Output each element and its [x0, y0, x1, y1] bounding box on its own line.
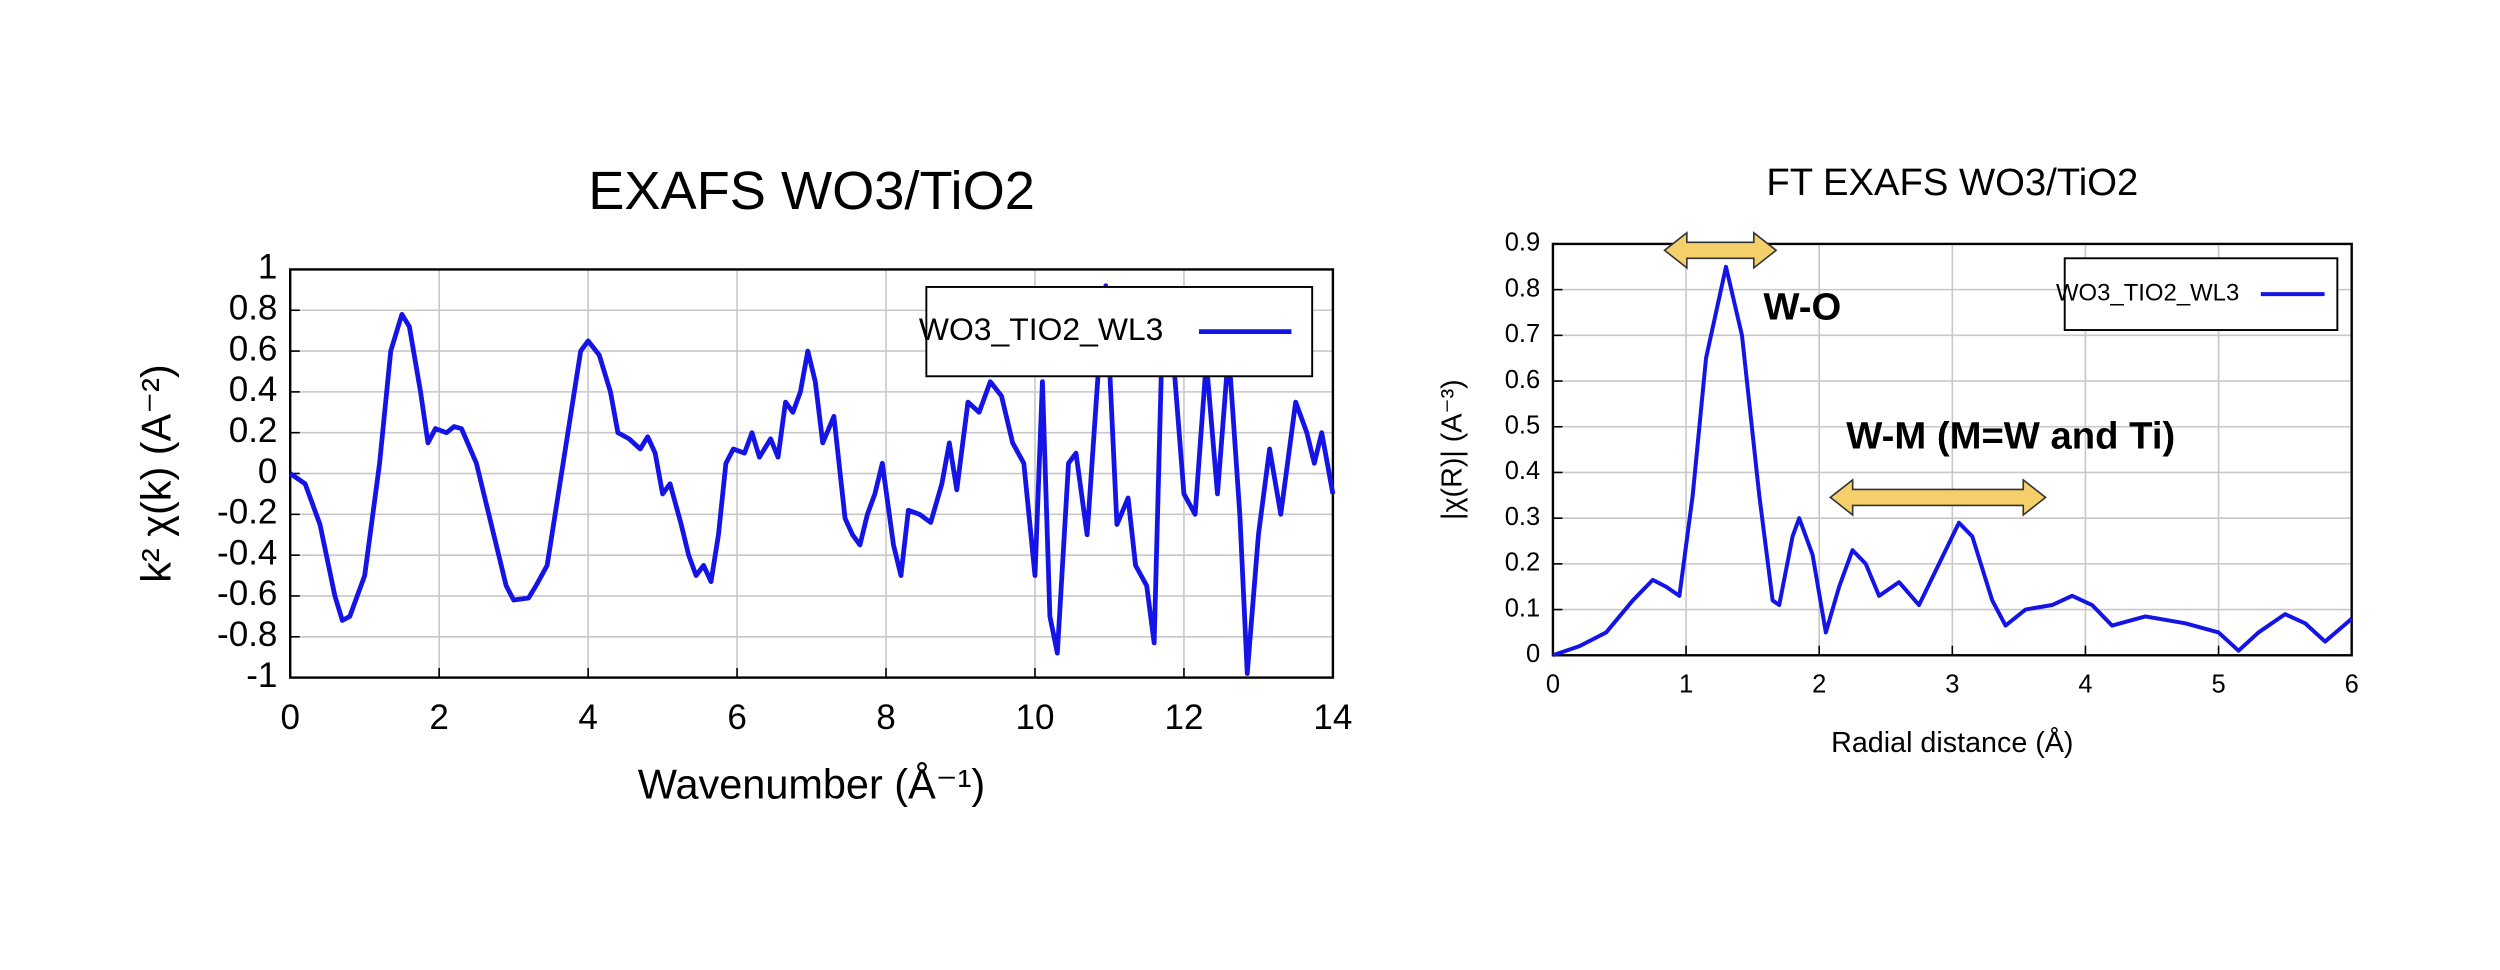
y-axis-label: k² χ(k) (A⁻²) [132, 364, 179, 583]
y-tick-label: -0.2 [217, 493, 277, 532]
legend-label: WO3_TIO2_WL3 [919, 311, 1163, 347]
x-tick-label: 6 [727, 698, 747, 737]
x-axis-label: Radial distance (Å) [1831, 726, 2073, 759]
x-tick-label: 1 [1679, 671, 1693, 699]
plot-frame [1551, 242, 2353, 657]
x-tick-label: 5 [2211, 671, 2225, 699]
annotation: W-M (M=W and Ti) [1846, 415, 2175, 458]
x-tick-label: 6 [2345, 671, 2359, 699]
data-line [1552, 264, 2353, 658]
y-tick-label: 0 [258, 452, 278, 491]
y-tick-label: 0.6 [1505, 366, 1540, 394]
y-tick-label: -0.8 [217, 615, 277, 654]
y-tick-label: 0 [1526, 640, 1540, 668]
x-tick-label: 4 [578, 698, 598, 737]
y-tick-label: -1 [246, 656, 277, 695]
chart-title: FT EXAFS WO3/TiO2 [1766, 161, 2138, 204]
y-tick-label: 0.4 [229, 370, 278, 409]
y-tick-label: 0.5 [1505, 411, 1540, 439]
x-tick-label: 2 [1812, 671, 1826, 699]
annotation: W-O [1763, 285, 1841, 328]
legend-label: WO3_TIO2_WL3 [2056, 279, 2239, 306]
y-tick-label: -0.6 [217, 574, 277, 613]
y-tick-label: -0.4 [217, 533, 277, 572]
y-tick-label: 0.3 [1505, 503, 1540, 531]
y-axis-label: |χ(R)| (A⁻³) [1437, 379, 1469, 520]
y-tick-label: 0.1 [1505, 594, 1540, 622]
y-tick-label: 0.8 [1505, 274, 1540, 302]
x-tick-label: 3 [1945, 671, 1959, 699]
x-tick-label: 14 [1313, 698, 1352, 737]
x-tick-label: 0 [1546, 671, 1560, 699]
x-tick-label: 12 [1164, 698, 1203, 737]
x-axis-label: Wavenumber (Å⁻¹) [638, 761, 985, 808]
x-tick-label: 2 [429, 698, 449, 737]
arrow-wo [1663, 231, 1778, 270]
x-tick-label: 0 [280, 698, 300, 737]
x-tick-label: 8 [876, 698, 896, 737]
chart-title: EXAFS WO3/TiO2 [588, 161, 1035, 221]
y-tick-label: 0.6 [229, 329, 278, 368]
y-tick-label: 0.4 [1505, 457, 1540, 485]
y-tick-label: 0.7 [1505, 320, 1540, 348]
data-line [288, 283, 1336, 676]
y-tick-label: 0.2 [229, 411, 278, 450]
y-tick-label: 0.8 [229, 289, 278, 328]
x-tick-label: 10 [1015, 698, 1054, 737]
y-tick-label: 1 [258, 248, 278, 287]
y-tick-label: 0.2 [1505, 549, 1540, 577]
arrow-wm [1829, 478, 2047, 517]
x-tick-label: 4 [2078, 671, 2092, 699]
y-tick-label: 0.9 [1505, 229, 1540, 257]
